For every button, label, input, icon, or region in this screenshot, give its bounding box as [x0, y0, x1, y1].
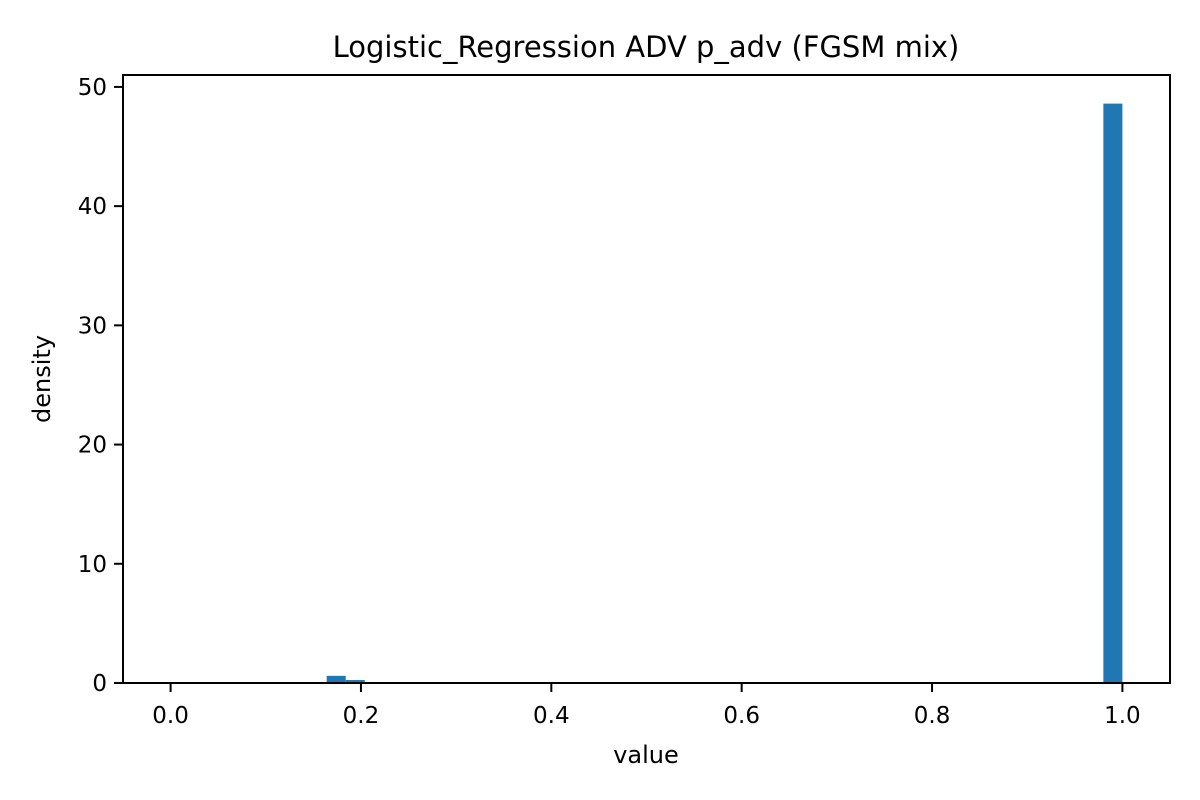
x-axis-ticks: 0.0 0.2 0.4 0.6 0.8 1.0 — [152, 683, 1141, 729]
x-tick-label: 0.4 — [533, 703, 570, 729]
y-tick-label: 20 — [78, 433, 107, 459]
y-axis-label: density — [28, 335, 56, 423]
y-tick-label: 10 — [78, 552, 107, 578]
x-tick-label: 0.6 — [723, 703, 760, 729]
x-tick-label: 1.0 — [1104, 703, 1141, 729]
y-tick-label: 0 — [92, 671, 107, 697]
histogram-bar — [326, 675, 346, 683]
x-tick-label: 0.8 — [914, 703, 951, 729]
y-tick-label: 50 — [78, 75, 107, 101]
y-axis-ticks: 0 10 20 30 40 50 — [78, 75, 123, 697]
x-axis-label: value — [613, 741, 679, 769]
x-tick-label: 0.2 — [343, 703, 380, 729]
y-tick-label: 30 — [78, 313, 107, 339]
chart-title: Logistic_Regression ADV p_adv (FGSM mix) — [333, 30, 960, 64]
x-tick-label: 0.0 — [152, 703, 189, 729]
histogram-bar — [345, 680, 365, 683]
histogram-bar — [1103, 103, 1123, 684]
bars-layer — [326, 103, 1123, 684]
plot-frame — [122, 74, 1171, 684]
y-tick-label: 40 — [78, 194, 107, 220]
